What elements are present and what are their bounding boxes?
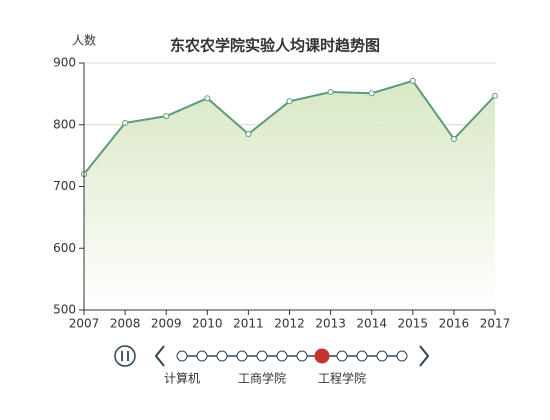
timeline-node[interactable]	[216, 350, 228, 362]
point	[409, 77, 416, 84]
area	[84, 80, 495, 310]
timeline-node[interactable]	[196, 350, 208, 362]
timeline-label: 工程学院	[318, 371, 366, 386]
x-tick-label: 2009	[151, 317, 182, 331]
chart-title: 东农农学院实验人均课时趋势图	[170, 37, 380, 55]
y-tick-label: 700	[53, 179, 76, 193]
point	[450, 135, 457, 142]
x-tick-label: 2017	[480, 317, 511, 331]
x-tick-label: 2015	[398, 317, 429, 331]
point	[286, 98, 293, 105]
timeline-label: 计算机	[164, 371, 200, 386]
point	[245, 131, 252, 138]
timeline-node[interactable]	[396, 350, 408, 362]
y-tick-label: 800	[53, 117, 76, 131]
play-circle	[114, 345, 136, 367]
timeline-node[interactable]	[336, 350, 348, 362]
timeline-node[interactable]	[256, 350, 268, 362]
timeline-node[interactable]	[176, 350, 188, 362]
y-tick-label: 600	[53, 241, 76, 255]
x-tick-label: 2008	[110, 317, 141, 331]
point	[492, 92, 498, 99]
timeline: 计算机 工商学院 工程学院	[114, 345, 430, 386]
prev-button[interactable]	[154, 345, 165, 367]
x-tick-label: 2011	[233, 317, 264, 331]
point	[327, 89, 334, 96]
point	[368, 90, 375, 97]
pause-icon	[121, 351, 129, 361]
x-tick-label: 2007	[69, 317, 100, 331]
play-button[interactable]	[114, 345, 136, 367]
point	[163, 113, 170, 120]
timeline-node[interactable]	[236, 350, 248, 362]
point	[204, 95, 211, 102]
timeline-node[interactable]	[356, 350, 368, 362]
x-tick-label: 2012	[274, 317, 305, 331]
timeline-node[interactable]	[376, 350, 388, 362]
x-tick-label: 2010	[192, 317, 223, 331]
timeline-node[interactable]	[296, 350, 308, 362]
next-button[interactable]	[419, 345, 430, 367]
y-axis-label: 人数	[72, 33, 96, 48]
timeline-current[interactable]	[314, 348, 330, 364]
y-tick-label: 500	[53, 303, 76, 317]
timeline-node[interactable]	[276, 350, 288, 362]
x-tick-label: 2014	[356, 317, 387, 331]
y-tick-label: 900	[53, 56, 76, 70]
point	[122, 119, 129, 126]
x-tick-label: 2016	[439, 317, 470, 331]
x-tick-label: 2013	[315, 317, 346, 331]
timeline-label: 工商学院	[238, 371, 286, 386]
